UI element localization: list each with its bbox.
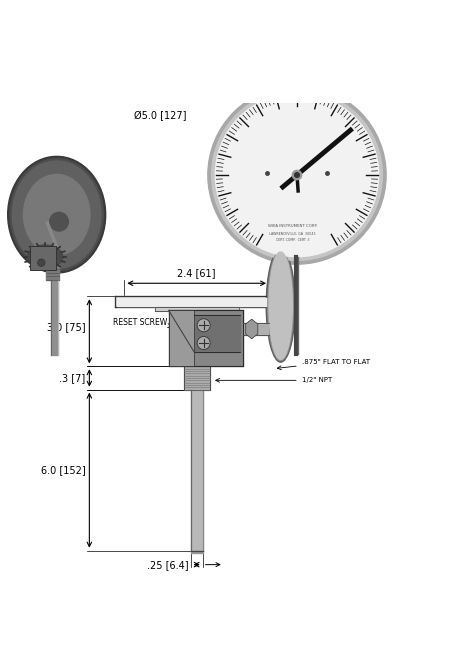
Ellipse shape xyxy=(268,251,293,360)
Text: CERT. COMP.  CERT. 3: CERT. COMP. CERT. 3 xyxy=(276,239,309,243)
FancyBboxPatch shape xyxy=(29,246,56,269)
Ellipse shape xyxy=(12,161,101,268)
Ellipse shape xyxy=(27,245,63,268)
Text: 2.4 [61]: 2.4 [61] xyxy=(177,267,216,278)
Text: .25 [6.4]: .25 [6.4] xyxy=(146,560,188,570)
Circle shape xyxy=(215,93,379,257)
Text: 1/2" NPT: 1/2" NPT xyxy=(216,378,332,383)
Ellipse shape xyxy=(50,212,68,231)
Text: .3 [7]: .3 [7] xyxy=(59,373,86,383)
Ellipse shape xyxy=(7,157,106,273)
Text: 3.0 [75]: 3.0 [75] xyxy=(47,322,86,332)
Circle shape xyxy=(295,173,300,177)
Circle shape xyxy=(212,89,382,261)
Ellipse shape xyxy=(10,159,103,271)
Text: LAWRENCEVILLE, GA  30043: LAWRENCEVILLE, GA 30043 xyxy=(269,232,315,236)
Circle shape xyxy=(292,171,302,179)
Ellipse shape xyxy=(266,249,295,362)
Ellipse shape xyxy=(269,252,292,360)
Text: 6.0 [152]: 6.0 [152] xyxy=(41,465,86,475)
Circle shape xyxy=(208,86,386,264)
Polygon shape xyxy=(246,319,258,339)
Circle shape xyxy=(197,319,210,332)
Text: .875" FLAT TO FLAT: .875" FLAT TO FLAT xyxy=(278,359,370,370)
Text: RESET SCREW: RESET SCREW xyxy=(113,317,173,327)
Circle shape xyxy=(197,337,210,349)
Ellipse shape xyxy=(23,175,90,255)
Text: Ø5.0 [127]: Ø5.0 [127] xyxy=(134,111,186,121)
Text: WIKA INSTRUMENT CORP.: WIKA INSTRUMENT CORP. xyxy=(268,224,317,228)
Circle shape xyxy=(37,259,45,267)
Polygon shape xyxy=(168,310,194,366)
